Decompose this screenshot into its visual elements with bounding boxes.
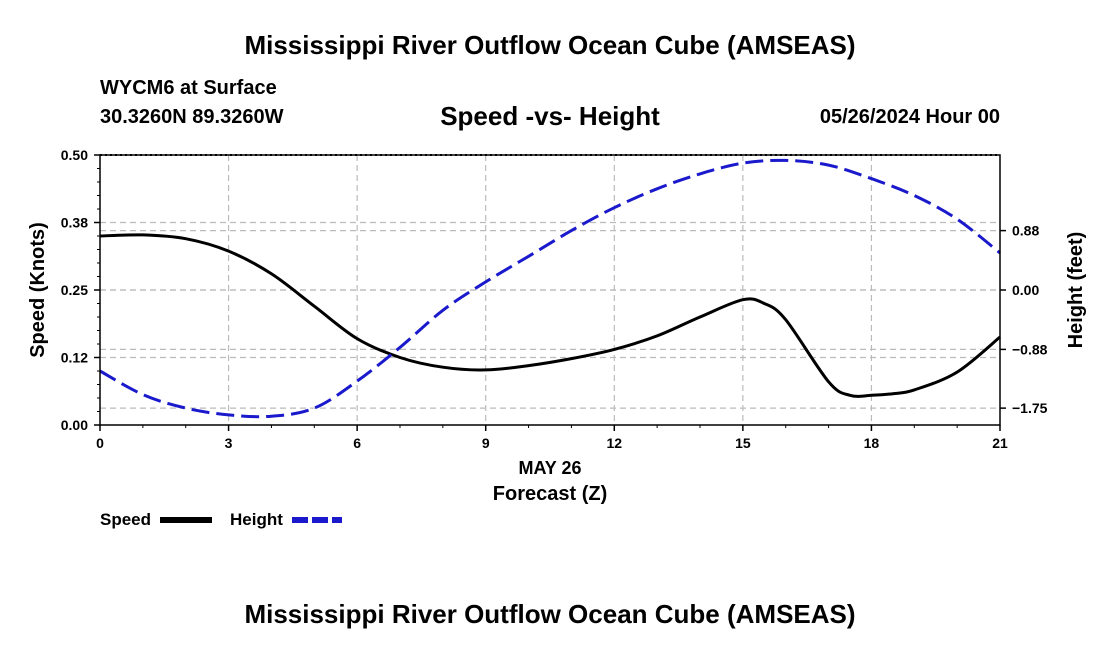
y-right-tick-label: −0.88 [1012, 341, 1048, 357]
x-tick-label: 12 [606, 435, 622, 451]
x-date-label: MAY 26 [518, 458, 581, 478]
y-right-tick-label: 0.00 [1012, 282, 1039, 298]
speed-series-line [99, 233, 1001, 398]
coordinates-label: 30.3260N 89.3260W [100, 106, 284, 128]
y-left-tick-label: 0.25 [61, 282, 88, 298]
x-axis-label: Forecast (Z) [493, 483, 607, 505]
x-tick-label: 21 [992, 435, 1008, 451]
y-right-axis-label: Height (feet) [1065, 232, 1087, 349]
y-left-tick-label: 0.12 [61, 350, 88, 366]
axis-ticks: 0 3 6 9 12 15 18 21 0.00 0.12 0.25 0.38 0.50 −1.75 −0.… [61, 147, 1048, 451]
forecast-date: 05/26/2024 Hour 00 [819, 106, 1000, 128]
x-tick-label: 9 [482, 435, 490, 451]
legend-height-label: Height [230, 510, 283, 529]
chart-title: Mississippi River Outflow Ocean Cube (AM… [244, 30, 856, 60]
y-right-tick-label: 0.88 [1012, 223, 1039, 239]
y-right-tick-label: −1.75 [1012, 400, 1048, 416]
height-series-line [99, 158, 1001, 419]
x-tick-label: 18 [864, 435, 880, 451]
y-left-axis-label: Speed (Knots) [27, 222, 49, 358]
chart-subtitle: Speed -vs- Height [440, 101, 660, 131]
x-tick-label: 0 [96, 435, 104, 451]
axis-labels: MAY 26 Forecast (Z) Speed (Knots) Height… [27, 222, 1087, 505]
grid-lines [100, 155, 1000, 425]
x-tick-label: 15 [735, 435, 751, 451]
y-left-tick-label: 0.50 [61, 147, 88, 163]
legend: Speed Height [100, 510, 342, 529]
series-lines [99, 158, 1001, 419]
legend-speed-label: Speed [100, 510, 151, 529]
footer-title: Mississippi River Outflow Ocean Cube (AM… [244, 599, 856, 629]
y-left-tick-label: 0.00 [61, 417, 88, 433]
station-label: WYCM6 at Surface [100, 77, 277, 99]
x-tick-label: 6 [353, 435, 361, 451]
x-tick-label: 3 [225, 435, 233, 451]
y-left-tick-label: 0.38 [61, 215, 88, 231]
